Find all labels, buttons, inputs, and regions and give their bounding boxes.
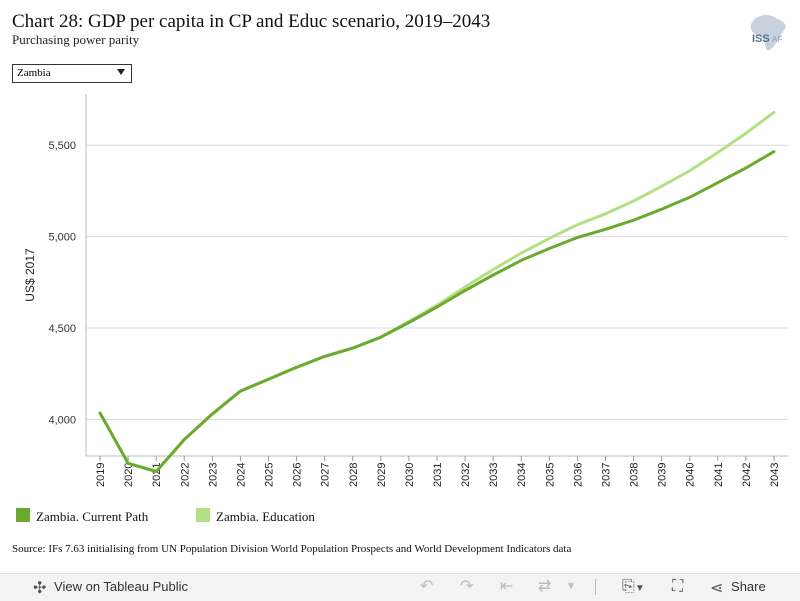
x-tick-label: 2032 [460,463,472,487]
x-tick-label: 2041 [713,463,725,487]
x-tick-label: 2035 [544,463,556,487]
tableau-toolbar: ✣ View on Tableau Public ↶ ↷ ⇤ ⇄ ▼ ⎘▼ ⛶ … [0,573,800,601]
view-on-tableau-label: View on Tableau Public [54,579,188,594]
country-filter-value: Zambia [17,67,51,79]
svg-text:AF: AF [772,35,782,44]
x-tick-label: 2037 [600,463,612,487]
x-tick-label: 2025 [264,463,276,487]
share-label: Share [731,579,766,594]
series-line-current-path [98,150,776,473]
chart-subtitle: Purchasing power parity [12,32,140,47]
x-tick-label: 2023 [207,463,219,487]
chevron-down-icon[interactable]: ▼ [566,581,576,592]
x-tick-label: 2039 [657,463,669,487]
x-tick-label: 2036 [572,463,584,487]
x-tick-label: 2028 [348,463,360,487]
x-tick-label: 2043 [769,463,781,487]
tableau-icon: ✣ [33,580,47,597]
redo-icon[interactable]: ↷ [460,578,474,595]
chart-title: Chart 28: GDP per capita in CP and Educ … [12,11,491,32]
y-axis-label: US$ 2017 [23,248,37,302]
country-filter-dropdown[interactable]: Zambia [12,64,132,83]
refresh-icon[interactable]: ⇄ [538,578,552,595]
download-icon[interactable]: ⎘▼ [622,578,645,595]
x-tick-label: 2033 [488,463,500,487]
revert-icon[interactable]: ⇤ [500,578,514,595]
x-tick-label: 2034 [516,463,528,487]
y-tick-label: 4,000 [48,414,76,426]
fullscreen-icon[interactable]: ⛶ [672,578,684,595]
undo-icon[interactable]: ↶ [420,578,434,595]
share-icon: ⋖ [710,580,724,597]
x-tick-label: 2022 [179,463,191,487]
legend-item-current-path[interactable]: Zambia. Current Path [16,508,148,525]
svg-text:ISS: ISS [752,33,770,45]
x-tick-label: 2027 [320,463,332,487]
view-on-tableau-link[interactable]: ✣ View on Tableau Public [33,579,188,597]
x-tick-label: 2024 [235,463,247,487]
x-tick-label: 2042 [741,463,753,487]
legend-label-current-path: Zambia. Current Path [36,509,149,524]
x-tick-label: 2029 [376,463,388,487]
legend-swatch-current-path [16,508,30,522]
legend-item-education[interactable]: Zambia. Education [196,508,315,525]
iss-africa-logo: ISS AF [750,14,786,51]
y-tick-label: 5,000 [48,232,76,244]
chevron-down-icon [117,69,125,75]
y-tick-label: 5,500 [48,140,76,152]
y-tick-label: 4,500 [48,323,76,335]
x-tick-label: 2040 [685,463,697,487]
legend-label-education: Zambia. Education [216,509,315,524]
series-line-education [98,110,776,473]
x-tick-label: 2031 [432,463,444,487]
x-tick-label: 2026 [292,463,304,487]
toolbar-divider [595,579,596,595]
x-tick-label: 2038 [629,463,641,487]
legend-swatch-education [196,508,210,522]
x-tick-label: 2020 [123,463,135,487]
source-note: Source: IFs 7.63 initialising from UN Po… [12,543,572,555]
x-tick-label: 2019 [95,463,107,487]
share-button[interactable]: ⋖ Share [710,579,766,597]
x-tick-label: 2030 [404,463,416,487]
